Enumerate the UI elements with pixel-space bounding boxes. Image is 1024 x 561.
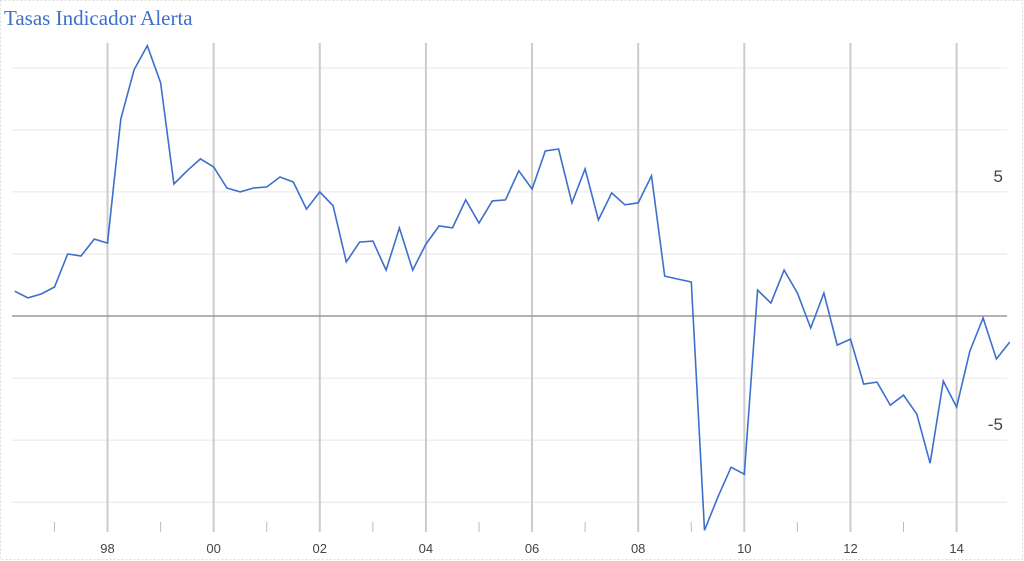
y-tick-label: -5 <box>988 415 1003 434</box>
x-tick-label: 10 <box>737 541 751 556</box>
x-tick-label: 00 <box>206 541 220 556</box>
x-tick-label: 98 <box>100 541 114 556</box>
x-tick-label: 02 <box>313 541 327 556</box>
x-tick-label: 08 <box>631 541 645 556</box>
x-tick-label: 12 <box>843 541 857 556</box>
x-tick-label: 06 <box>525 541 539 556</box>
chart-title: Tasas Indicador Alerta <box>4 6 193 30</box>
x-tick-label: 04 <box>419 541 433 556</box>
y-tick-label: 5 <box>994 167 1003 186</box>
x-tick-label: 14 <box>949 541 963 556</box>
data-line <box>14 43 1011 531</box>
